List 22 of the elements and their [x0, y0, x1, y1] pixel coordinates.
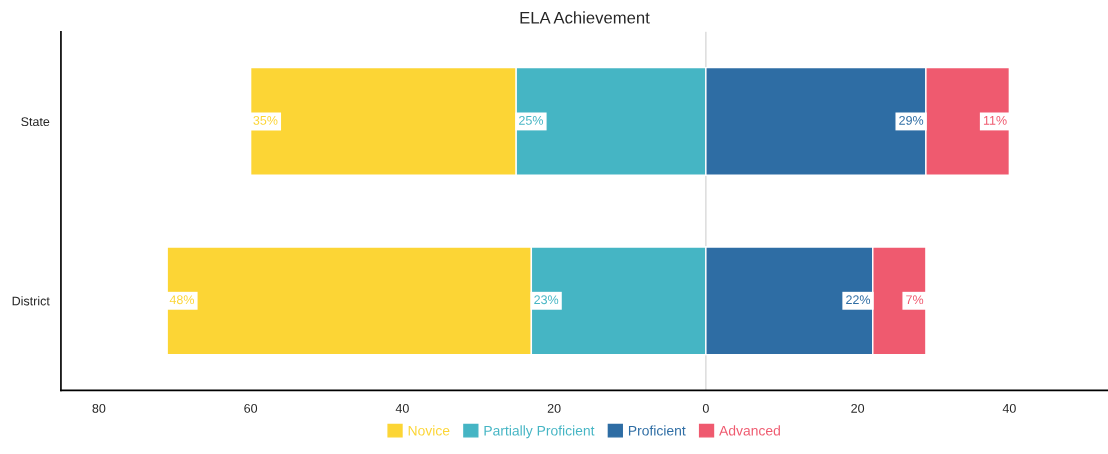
legend-label: Proficient: [628, 425, 686, 436]
legend-label: Partially Proficient: [484, 425, 595, 439]
data-label: 29%: [899, 115, 924, 125]
legend-label: Novice: [408, 425, 450, 436]
data-label: 25%: [519, 115, 544, 125]
x-tick-label: 80: [92, 403, 106, 413]
data-label: 48%: [169, 295, 195, 305]
x-tick-label: 60: [244, 403, 258, 413]
data-label: 23%: [534, 295, 559, 305]
x-tick-label: 20: [547, 403, 561, 413]
data-label: 11%: [983, 116, 1007, 125]
x-tick-label: 20: [851, 403, 865, 413]
x-tick-label: 0: [702, 403, 709, 413]
y-tick-label: State: [21, 117, 50, 127]
data-label: 22%: [846, 295, 871, 305]
legend-label: Advanced: [719, 425, 780, 436]
data-label: 7%: [906, 295, 924, 305]
data-label: 35%: [253, 115, 278, 125]
x-tick-label: 40: [395, 403, 409, 413]
y-tick-label: District: [12, 296, 50, 306]
chart-title: ELA Achievement: [520, 11, 650, 24]
x-tick-label: 40: [1002, 403, 1016, 413]
